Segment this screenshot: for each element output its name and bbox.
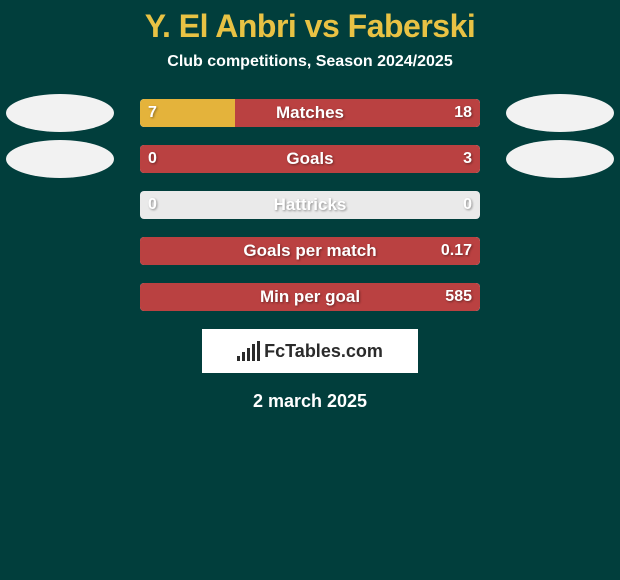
stat-bar-left-fill	[140, 99, 235, 127]
stat-row: Matches718	[0, 99, 620, 127]
stat-row: Min per goal585	[0, 283, 620, 311]
stat-bar-right-fill	[140, 283, 480, 311]
stat-row: Goals per match0.17	[0, 237, 620, 265]
stat-bar-right-fill	[140, 237, 480, 265]
player-left-avatar	[6, 140, 114, 178]
stat-bar	[140, 237, 480, 265]
stat-bar	[140, 99, 480, 127]
stat-row: Goals03	[0, 145, 620, 173]
stat-row: Hattricks00	[0, 191, 620, 219]
page-title: Y. El Anbri vs Faberski	[0, 0, 620, 45]
fctables-logo: FcTables.com	[202, 329, 418, 373]
stat-bar-right-fill	[235, 99, 480, 127]
page-subtitle: Club competitions, Season 2024/2025	[0, 53, 620, 71]
player-left-avatar	[6, 94, 114, 132]
footer-date: 2 march 2025	[0, 391, 620, 412]
stat-bar	[140, 145, 480, 173]
stat-bar-right-fill	[140, 145, 480, 173]
logo-text: FcTables.com	[264, 341, 383, 362]
player-right-avatar	[506, 94, 614, 132]
stats-area: Matches718 Goals03 Hattricks00 Goals per ma…	[0, 99, 620, 311]
player-right-avatar	[506, 140, 614, 178]
stat-bar	[140, 191, 480, 219]
logo-bars-icon	[237, 341, 260, 361]
stat-bar	[140, 283, 480, 311]
